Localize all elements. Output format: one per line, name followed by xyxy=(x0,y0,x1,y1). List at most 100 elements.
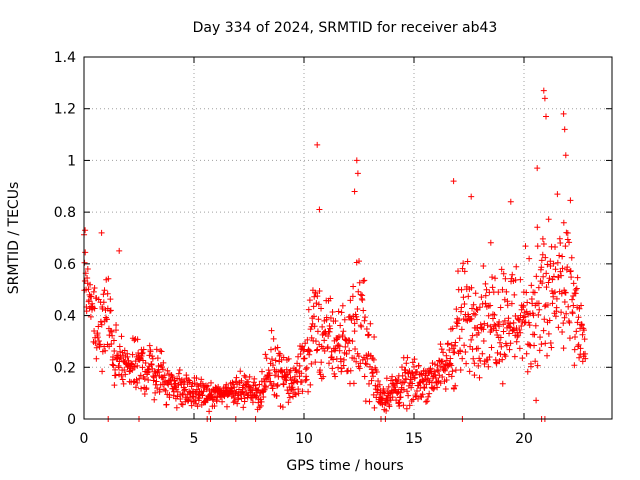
data-point xyxy=(172,380,179,387)
data-point xyxy=(434,384,441,391)
data-point xyxy=(306,348,313,355)
data-point xyxy=(393,397,400,404)
data-point xyxy=(245,378,252,385)
data-point xyxy=(312,359,319,366)
data-point xyxy=(107,296,114,303)
data-point xyxy=(439,373,446,380)
data-point xyxy=(480,326,487,333)
data-point xyxy=(336,343,343,350)
data-point xyxy=(464,258,471,265)
data-point xyxy=(534,165,541,172)
data-point xyxy=(290,386,297,393)
data-point xyxy=(338,309,345,316)
data-point xyxy=(348,316,355,323)
data-point xyxy=(166,394,173,401)
data-point xyxy=(539,251,546,258)
data-point xyxy=(456,317,463,324)
data-point xyxy=(439,358,446,365)
data-point xyxy=(139,349,146,356)
data-point xyxy=(228,384,235,391)
data-point xyxy=(146,352,153,359)
data-point xyxy=(337,322,344,329)
data-point xyxy=(316,206,323,213)
data-point xyxy=(152,389,159,396)
data-point xyxy=(98,229,105,236)
data-point xyxy=(575,314,582,321)
data-point xyxy=(208,393,215,400)
data-point xyxy=(213,398,220,405)
data-point xyxy=(251,375,258,382)
data-point xyxy=(298,370,305,377)
data-point xyxy=(532,322,539,329)
data-point xyxy=(354,170,361,177)
data-point xyxy=(568,274,575,281)
data-point xyxy=(353,313,360,320)
data-point xyxy=(503,342,510,349)
data-point xyxy=(145,376,152,383)
data-point xyxy=(346,347,353,354)
data-point xyxy=(443,352,450,359)
data-point xyxy=(400,386,407,393)
data-point xyxy=(523,350,530,357)
data-point xyxy=(451,349,458,356)
data-point xyxy=(285,390,292,397)
data-point xyxy=(353,157,360,164)
data-point xyxy=(354,306,361,313)
data-point xyxy=(461,268,468,275)
data-point xyxy=(116,247,123,254)
data-point xyxy=(552,266,559,273)
data-point xyxy=(334,334,341,341)
data-point xyxy=(274,344,281,351)
data-point xyxy=(551,289,558,296)
data-point xyxy=(538,257,545,264)
data-point xyxy=(537,334,544,341)
data-point xyxy=(565,303,572,310)
data-point xyxy=(335,364,342,371)
data-point xyxy=(321,337,328,344)
data-point xyxy=(343,350,350,357)
data-point xyxy=(361,277,368,284)
data-point xyxy=(500,321,507,328)
data-point xyxy=(83,308,90,315)
data-point xyxy=(506,346,513,353)
data-point xyxy=(505,315,512,322)
data-point xyxy=(578,322,585,329)
data-point xyxy=(246,373,253,380)
data-point xyxy=(487,302,494,309)
data-point xyxy=(564,236,571,243)
data-point xyxy=(293,378,300,385)
data-point xyxy=(569,310,576,317)
x-tick-label: 0 xyxy=(80,431,89,447)
data-point xyxy=(327,325,334,332)
data-point xyxy=(332,373,339,380)
data-point xyxy=(516,317,523,324)
data-point xyxy=(188,402,195,409)
data-point xyxy=(557,239,564,246)
data-point xyxy=(403,405,410,412)
x-axis-label: GPS time / hours xyxy=(286,458,403,474)
data-point xyxy=(91,328,98,335)
data-point xyxy=(560,320,567,327)
data-point xyxy=(546,275,553,282)
data-point xyxy=(338,368,345,375)
data-point xyxy=(84,266,91,273)
data-point xyxy=(564,264,571,271)
data-point xyxy=(520,302,527,309)
data-point xyxy=(92,340,99,347)
data-point xyxy=(355,288,362,295)
data-point xyxy=(313,347,320,354)
data-point xyxy=(181,387,188,394)
data-point xyxy=(308,323,315,330)
data-point xyxy=(164,367,171,374)
data-point xyxy=(176,367,183,374)
data-point xyxy=(581,336,588,343)
data-point xyxy=(151,396,158,403)
data-point xyxy=(417,371,424,378)
data-point xyxy=(179,401,186,408)
data-point xyxy=(365,331,372,338)
data-point xyxy=(476,304,483,311)
data-point xyxy=(350,380,357,387)
y-tick-label: 1.2 xyxy=(54,102,76,118)
data-point xyxy=(257,402,264,409)
data-point xyxy=(384,398,391,405)
